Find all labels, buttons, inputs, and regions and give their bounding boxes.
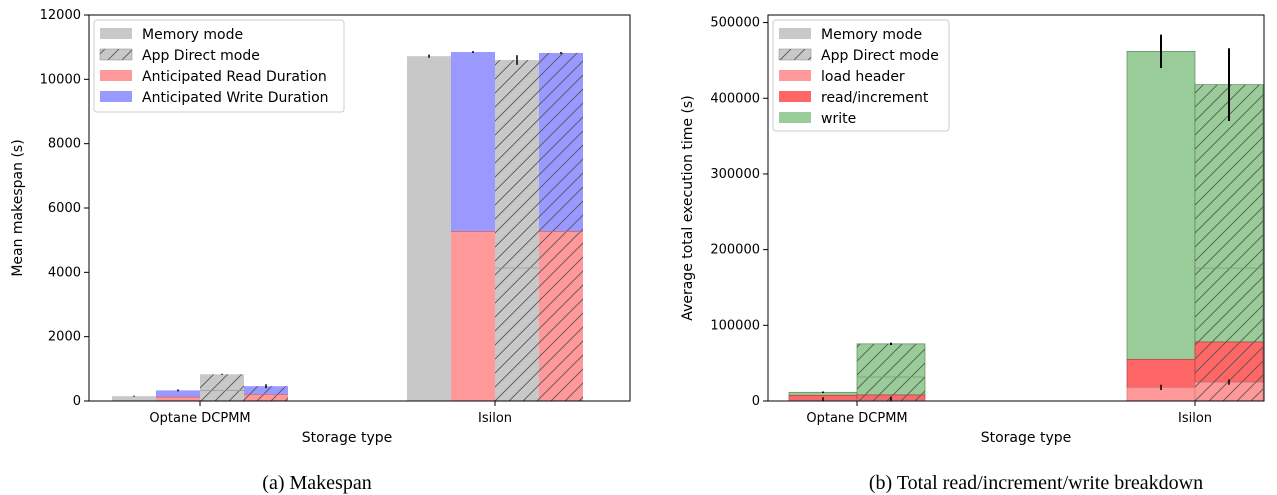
makespan-caption: (a) Makespan xyxy=(262,472,371,494)
makespan-legend: Memory mode App Direct mode Anticipated … xyxy=(93,19,345,113)
y-tick-label: 8000 xyxy=(48,137,81,152)
legend-swatch xyxy=(779,28,811,39)
y-tick-label: 0 xyxy=(73,394,81,409)
bar-read-segment xyxy=(451,231,495,401)
bar-read-segment xyxy=(156,397,200,401)
legend-swatch xyxy=(779,112,811,123)
y-tick-label: 12000 xyxy=(40,8,81,23)
legend-entry: write xyxy=(821,111,856,127)
bar-hatch xyxy=(200,374,244,401)
y-tick-label: 2000 xyxy=(48,330,81,345)
makespan-chart: 0 2000 4000 6000 8000 10000 12000 Optane DCPMM… xyxy=(10,8,631,494)
bar-read-increment-segment xyxy=(1126,359,1196,388)
legend-entry: Anticipated Read Duration xyxy=(142,69,327,85)
y-tick-label: 10000 xyxy=(40,72,81,87)
bar-makespan xyxy=(112,396,156,401)
breakdown-bars xyxy=(788,34,1264,402)
legend-box xyxy=(772,19,950,132)
x-tick-label: Isilon xyxy=(1178,411,1212,426)
makespan-y-ticks: 0 2000 4000 6000 8000 10000 12000 xyxy=(40,8,89,409)
bar-write-segment xyxy=(1126,50,1196,360)
bar-hatch xyxy=(539,52,583,401)
y-tick-label: 100000 xyxy=(710,318,760,333)
bar-write-segment xyxy=(156,390,200,398)
legend-entry: read/increment xyxy=(821,90,929,106)
legend-entry: Memory mode xyxy=(142,27,243,43)
legend-swatch xyxy=(99,48,133,61)
bar-makespan xyxy=(407,56,451,401)
breakdown-y-ticks: 0 100000 200000 300000 400000 500000 xyxy=(710,16,768,409)
y-tick-label: 6000 xyxy=(48,201,81,216)
x-axis-label: Storage type xyxy=(302,430,393,446)
y-tick-label: 0 xyxy=(752,394,760,409)
breakdown-chart: 0 100000 200000 300000 400000 500000 Optane D… xyxy=(680,14,1265,494)
legend-swatch xyxy=(100,28,132,39)
bar-hatch xyxy=(495,60,539,402)
legend-entry: App Direct mode xyxy=(142,48,260,64)
y-axis-label: Mean makespan (s) xyxy=(10,139,26,276)
x-tick-label: Optane DCPMM xyxy=(149,411,250,426)
y-tick-label: 400000 xyxy=(710,91,760,106)
makespan-bars xyxy=(112,51,583,402)
bar-hatch xyxy=(244,386,288,401)
bar-write-segment xyxy=(451,51,495,232)
legend-swatch xyxy=(779,91,811,102)
legend-swatch xyxy=(778,48,812,61)
legend-entry: Anticipated Write Duration xyxy=(142,90,329,106)
y-tick-label: 4000 xyxy=(48,265,81,280)
y-axis-label: Average total execution time (s) xyxy=(680,95,696,320)
breakdown-caption: (b) Total read/increment/write breakdown xyxy=(869,472,1203,494)
bar-hatch xyxy=(857,343,925,401)
legend-box xyxy=(93,19,345,113)
legend-swatch xyxy=(779,70,811,81)
legend-entry: load header xyxy=(821,69,905,85)
x-axis-label: Storage type xyxy=(981,430,1072,446)
x-tick-label: Isilon xyxy=(478,411,512,426)
y-tick-label: 300000 xyxy=(710,167,760,182)
y-tick-label: 200000 xyxy=(710,243,760,258)
bar-hatch xyxy=(1195,84,1263,401)
legend-swatch xyxy=(100,91,132,102)
legend-entry: Memory mode xyxy=(821,27,922,43)
y-tick-label: 500000 xyxy=(710,16,760,31)
x-tick-label: Optane DCPMM xyxy=(806,411,907,426)
breakdown-plot-frame xyxy=(767,14,1265,402)
breakdown-legend: Memory mode App Direct mode load header … xyxy=(772,19,950,132)
legend-swatch xyxy=(100,70,132,81)
legend-entry: App Direct mode xyxy=(821,48,939,64)
